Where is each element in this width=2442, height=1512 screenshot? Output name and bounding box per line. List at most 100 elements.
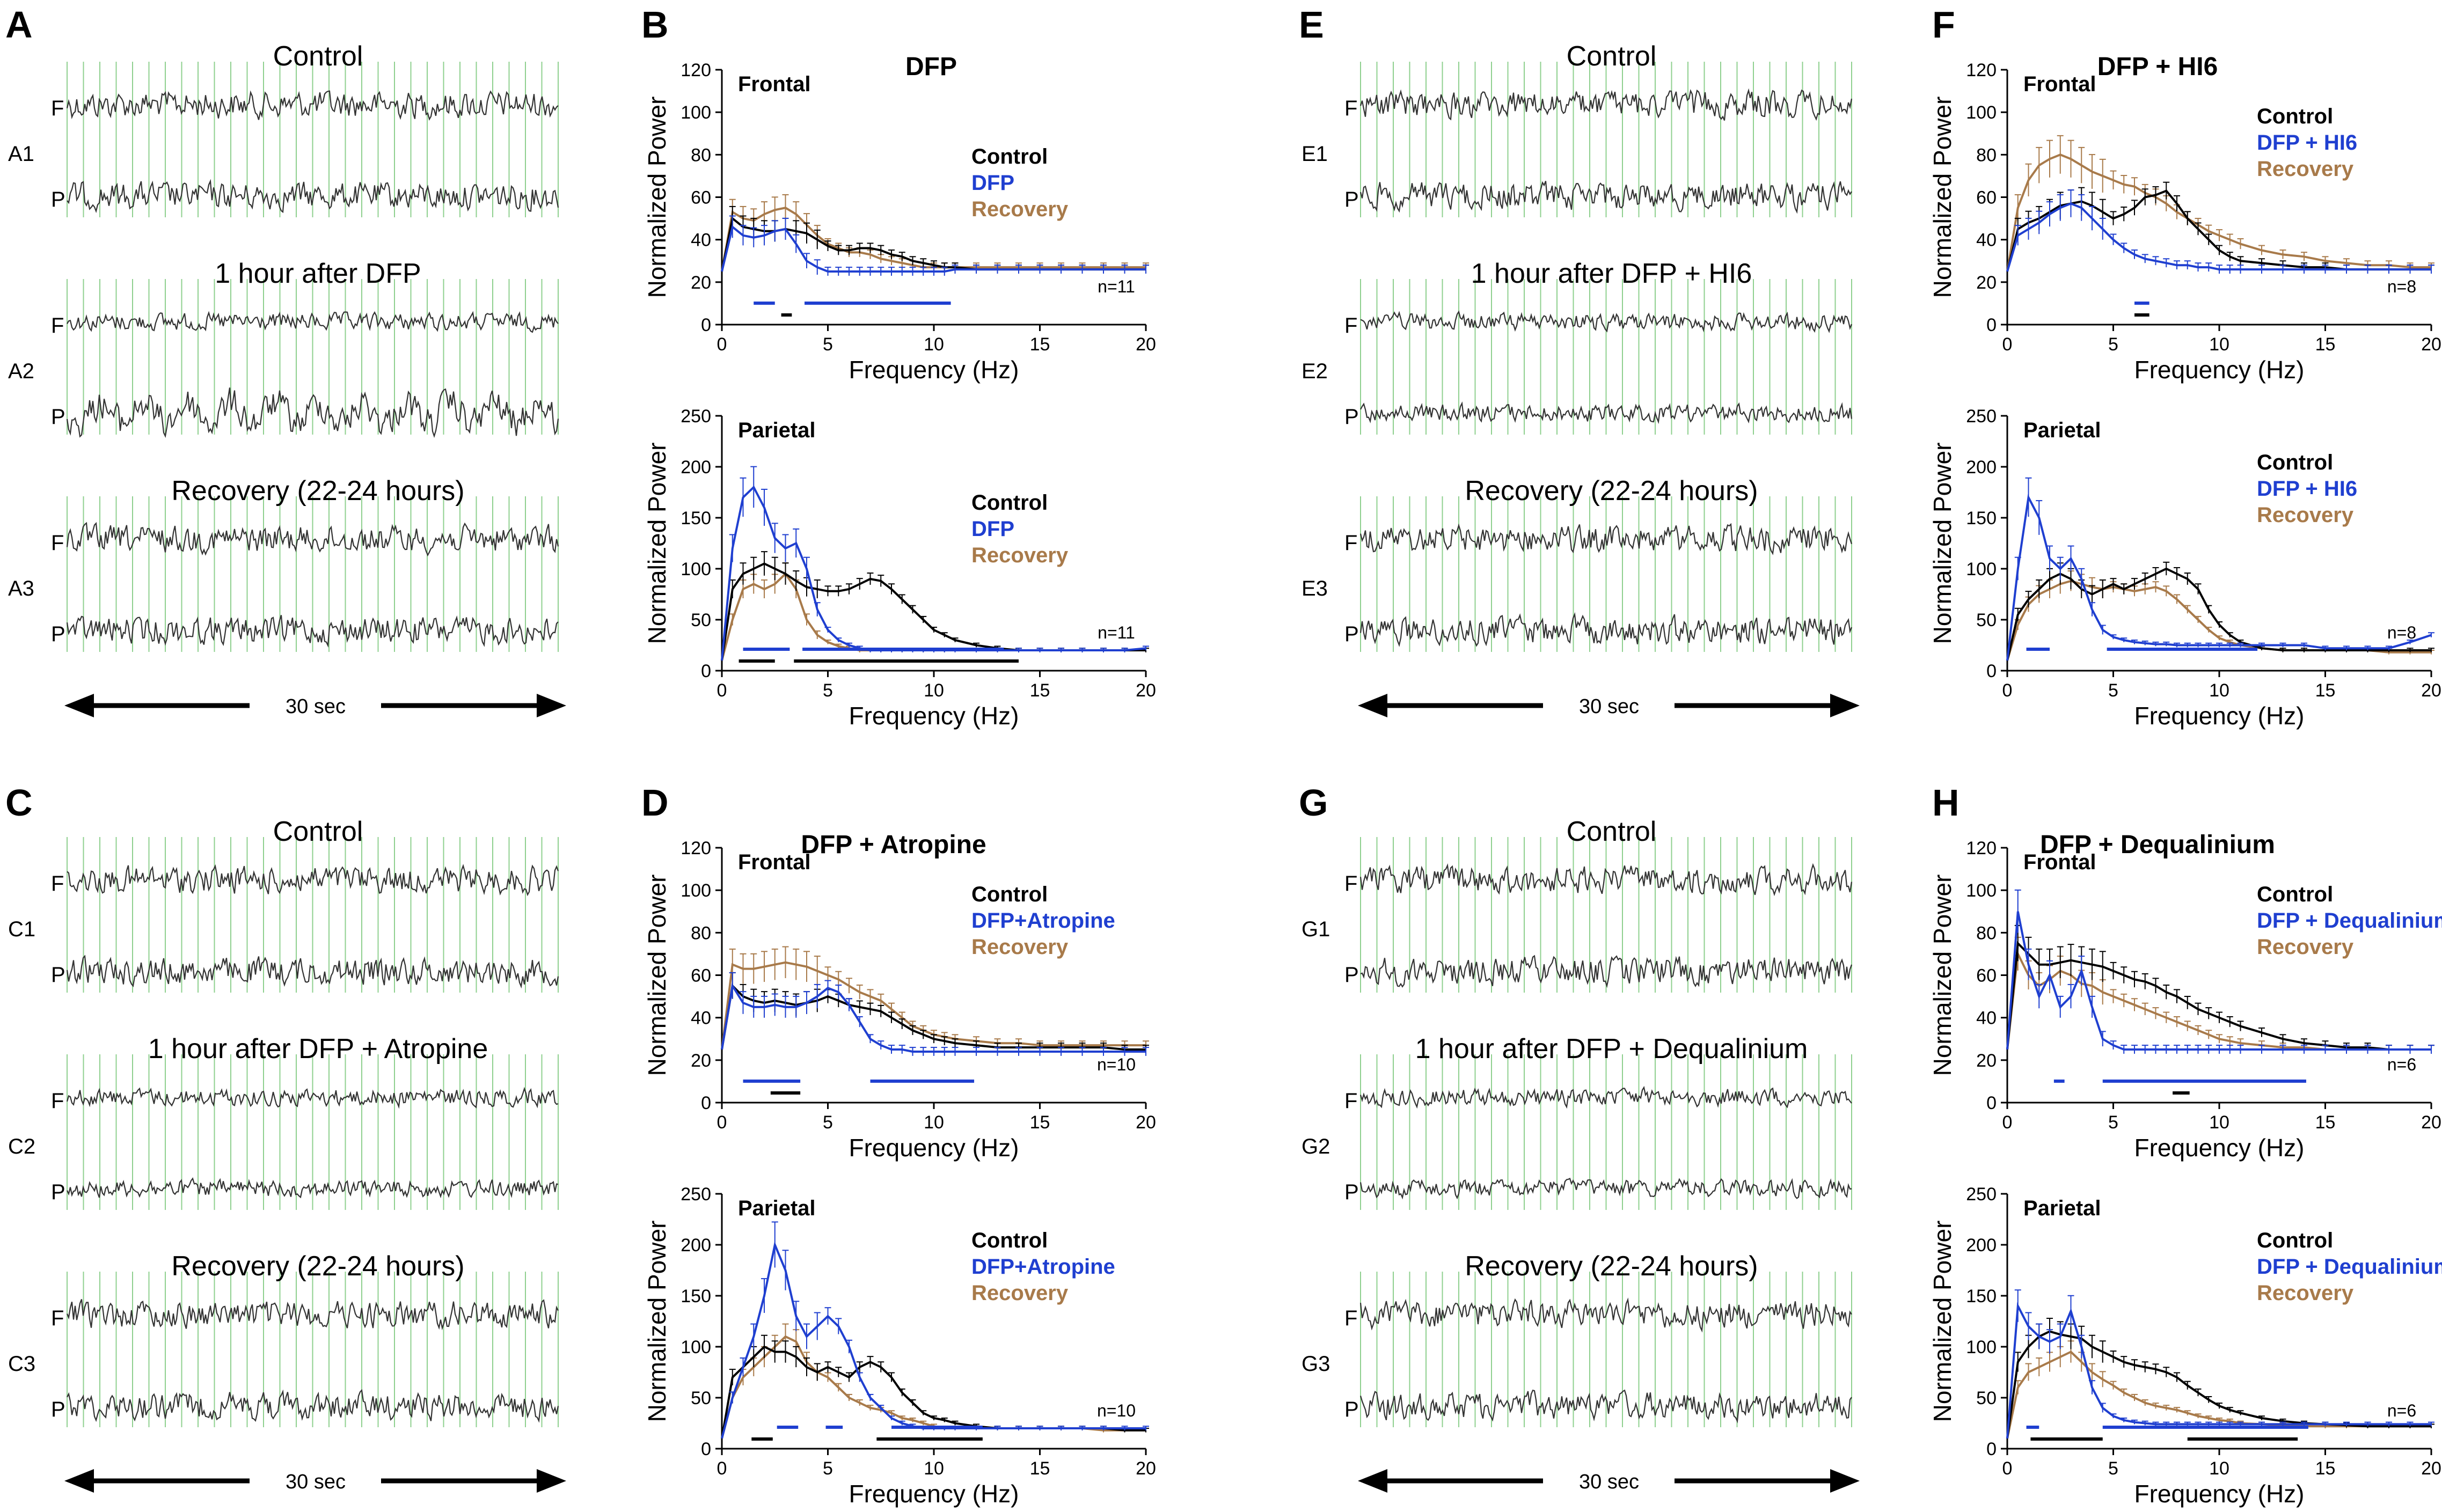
- x-axis-label: Frequency (Hz): [2134, 356, 2305, 384]
- eeg-channel-label: P: [1344, 622, 1359, 646]
- y-tick-label: 120: [1966, 838, 1997, 858]
- y-tick-label: 100: [1966, 1337, 1997, 1357]
- y-tick-label: 0: [1986, 315, 1997, 335]
- y-tick-label: 250: [1966, 406, 1997, 427]
- y-tick-label: 100: [1966, 102, 1997, 123]
- eeg-channel-label: F: [51, 314, 64, 337]
- x-tick-label: 10: [2209, 1112, 2229, 1133]
- x-tick-label: 15: [2315, 1458, 2336, 1479]
- y-tick-label: 250: [681, 406, 711, 427]
- n-label: n=6: [2387, 1401, 2416, 1420]
- y-tick-label: 150: [681, 1286, 711, 1307]
- eeg-channel-label: F: [51, 531, 64, 555]
- chart-D-frontal: 0 20 40 60 80 100 120 0 5 10 15 20 Frequency (Hz) Nor…: [643, 831, 1156, 1162]
- y-tick-label: 40: [1976, 1008, 1997, 1029]
- y-tick-label: 200: [1966, 457, 1997, 478]
- x-tick-label: 15: [1030, 680, 1050, 701]
- x-tick-label: 10: [2209, 334, 2229, 355]
- y-tick-label: 80: [691, 145, 711, 165]
- chart-title: DFP: [905, 53, 957, 81]
- series-line-dfp: [721, 225, 1146, 273]
- eeg-trace-frontal: [67, 864, 559, 897]
- eeg-trace-parietal: [67, 1389, 559, 1423]
- x-tick-label: 10: [924, 1112, 944, 1133]
- eeg-trace-parietal: [1359, 1177, 1852, 1200]
- chart-D-parietal: 0 50 100 150 200 250 0 5 10 15 20 Frequency (Hz) Nor…: [643, 1184, 1156, 1508]
- y-tick-label: 0: [1986, 1093, 1997, 1113]
- eeg-trace-frontal: [66, 522, 559, 557]
- x-tick-label: 20: [1136, 1112, 1156, 1133]
- y-tick-label: 0: [1986, 661, 1997, 681]
- series-line-recovery: [721, 572, 1146, 661]
- y-axis-label: Normalized Power: [643, 97, 671, 298]
- x-tick-label: 15: [1030, 334, 1050, 355]
- x-tick-label: 5: [823, 680, 833, 701]
- eeg-channel-label: F: [1344, 1307, 1357, 1330]
- y-tick-label: 200: [681, 1235, 711, 1256]
- chart-F-parietal: 0 50 100 150 200 250 0 5 10 15 20 Frequency (Hz) Nor…: [1928, 406, 2441, 730]
- eeg-block-title: 1 hour after DFP + HI6: [1471, 258, 1752, 289]
- eeg-block-E1: Control F P E1: [1302, 41, 1853, 217]
- eeg-channel-label: F: [1344, 1089, 1357, 1113]
- eeg-block-G3: Recovery (22-24 hours) F P G3: [1302, 1251, 1852, 1427]
- n-label: n=8: [2387, 623, 2416, 642]
- region-label: Parietal: [738, 419, 816, 442]
- eeg-block-title: Control: [273, 816, 363, 847]
- y-tick-label: 80: [1976, 145, 1997, 165]
- x-axis-label: Frequency (Hz): [849, 1134, 1019, 1162]
- legend-entry: Control: [2257, 1229, 2333, 1252]
- x-axis-label: Frequency (Hz): [849, 702, 1019, 730]
- y-tick-label: 100: [681, 559, 711, 579]
- x-tick-label: 0: [2002, 334, 2013, 355]
- eeg-panel-A: Control F P A1 1 hour after DFP F P A2 Recovery …: [8, 41, 566, 718]
- y-axis-label: Normalized Power: [1928, 443, 1956, 644]
- eeg-channel-label: F: [1344, 97, 1357, 120]
- y-axis-label: Normalized Power: [1928, 1221, 1956, 1422]
- eeg-block-C3: Recovery (22-24 hours) F P C3: [8, 1251, 559, 1427]
- y-tick-label: 20: [691, 1051, 711, 1071]
- y-axis-label: Normalized Power: [643, 443, 671, 644]
- eeg-block-id: E2: [1302, 359, 1328, 383]
- y-tick-label: 250: [681, 1184, 711, 1205]
- eeg-block-E3: Recovery (22-24 hours) F P E3: [1302, 475, 1853, 652]
- eeg-trace-frontal: [1359, 1085, 1852, 1109]
- y-tick-label: 100: [681, 102, 711, 123]
- chart-B-frontal: 0 20 40 60 80 100 120 0 5 10 15 20 Frequency (Hz) Nor…: [643, 53, 1156, 384]
- eeg-block-id: A3: [8, 577, 34, 600]
- x-axis-label: Frequency (Hz): [2134, 702, 2305, 730]
- legend-entry: Recovery: [971, 197, 1069, 221]
- legend-entry: DFP: [971, 517, 1014, 541]
- legend-entry: Recovery: [971, 544, 1069, 567]
- y-tick-label: 40: [1976, 230, 1997, 251]
- x-tick-label: 10: [924, 1458, 944, 1479]
- x-tick-label: 20: [2421, 680, 2441, 701]
- eeg-block-C1: Control F P C1: [8, 816, 559, 993]
- eeg-trace-parietal: [66, 387, 559, 438]
- series-line-recovery: [721, 961, 1146, 1050]
- n-label: n=10: [1097, 1401, 1136, 1420]
- scale-label: 30 sec: [1579, 1471, 1639, 1493]
- scale-label: 30 sec: [1579, 695, 1639, 718]
- region-label: Frontal: [738, 72, 811, 96]
- region-label: Frontal: [2023, 850, 2096, 874]
- x-tick-label: 15: [2315, 334, 2336, 355]
- y-tick-label: 120: [681, 60, 711, 80]
- y-tick-label: 50: [691, 610, 711, 630]
- x-tick-label: 5: [823, 334, 833, 355]
- n-label: n=11: [1098, 277, 1135, 296]
- y-tick-label: 120: [681, 838, 711, 858]
- scale-arrow-right-head: [1830, 1469, 1860, 1493]
- x-tick-label: 5: [823, 1458, 833, 1479]
- eeg-channel-label: P: [1344, 963, 1359, 987]
- eeg-trace-parietal: [67, 1177, 559, 1199]
- y-axis-label: Normalized Power: [1928, 875, 1956, 1076]
- y-tick-label: 40: [691, 230, 711, 251]
- legend-entry: Control: [971, 883, 1048, 906]
- legend-entry: Control: [971, 145, 1048, 168]
- x-tick-label: 0: [2002, 1458, 2013, 1479]
- x-tick-label: 0: [717, 1458, 727, 1479]
- series-line-recovery: [2006, 153, 2431, 272]
- scale-arrow-right-head: [537, 694, 566, 717]
- eeg-block-C2: 1 hour after DFP + Atropine F P C2: [8, 1033, 559, 1210]
